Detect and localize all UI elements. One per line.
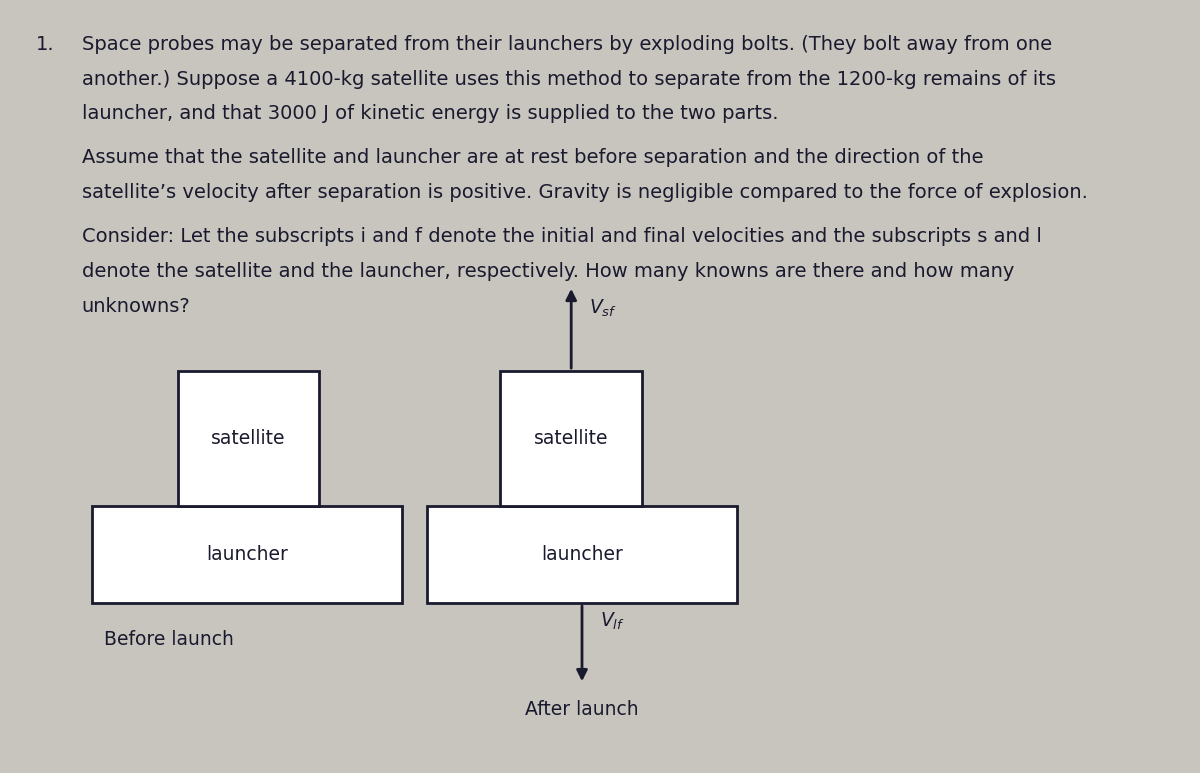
Text: denote the satellite and the launcher, respectively. How many knowns are there a: denote the satellite and the launcher, r… bbox=[82, 262, 1014, 281]
Bar bbox=[178, 371, 319, 506]
Text: launcher: launcher bbox=[206, 545, 288, 564]
Text: launcher, and that 3000 J of kinetic energy is supplied to the two parts.: launcher, and that 3000 J of kinetic ene… bbox=[82, 104, 778, 124]
Bar bbox=[92, 506, 402, 603]
Text: After launch: After launch bbox=[526, 700, 638, 719]
Text: 1.: 1. bbox=[36, 35, 55, 54]
Text: Consider: Let the subscripts i and f denote the initial and final velocities and: Consider: Let the subscripts i and f den… bbox=[82, 227, 1042, 247]
Text: launcher: launcher bbox=[541, 545, 623, 564]
Text: Assume that the satellite and launcher are at rest before separation and the dir: Assume that the satellite and launcher a… bbox=[82, 148, 983, 168]
Text: another.) Suppose a 4100-kg satellite uses this method to separate from the 1200: another.) Suppose a 4100-kg satellite us… bbox=[82, 70, 1056, 89]
Bar bbox=[427, 506, 737, 603]
Text: Before launch: Before launch bbox=[104, 630, 234, 649]
Text: unknowns?: unknowns? bbox=[82, 297, 191, 316]
Text: satellite: satellite bbox=[211, 429, 286, 448]
Bar bbox=[500, 371, 642, 506]
Text: $V_{lf}$: $V_{lf}$ bbox=[600, 611, 625, 632]
Text: satellite: satellite bbox=[534, 429, 608, 448]
Text: satellite’s velocity after separation is positive. Gravity is negligible compare: satellite’s velocity after separation is… bbox=[82, 183, 1087, 203]
Text: $V_{sf}$: $V_{sf}$ bbox=[589, 298, 617, 319]
Text: Space probes may be separated from their launchers by exploding bolts. (They bol: Space probes may be separated from their… bbox=[82, 35, 1051, 54]
